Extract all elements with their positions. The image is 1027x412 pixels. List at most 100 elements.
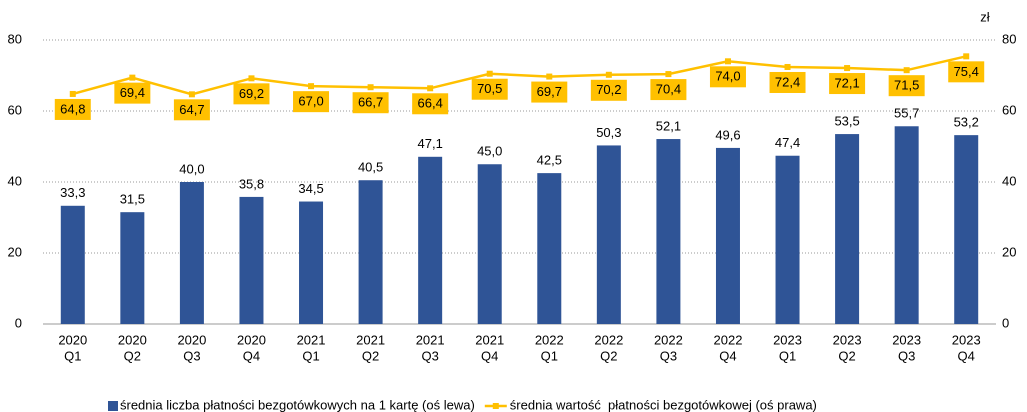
y2-tick-label: 20	[1002, 244, 1016, 259]
line	[72, 55, 967, 96]
x-tick-label: Q2	[600, 348, 617, 363]
x-tick-label: 2023	[892, 332, 921, 347]
x-tick-label: 2020	[118, 332, 147, 347]
line-label: 70,2	[596, 82, 621, 97]
x-tick-label: Q2	[838, 348, 855, 363]
x-tick-label: Q2	[124, 348, 141, 363]
bar	[656, 139, 681, 324]
line-label: 64,8	[60, 101, 85, 116]
bar	[835, 134, 860, 324]
bar-label: 34,5	[298, 181, 323, 196]
y-tick-label: 20	[8, 244, 22, 259]
line-label: 72,4	[775, 74, 800, 89]
x-tick-label: Q3	[660, 348, 677, 363]
line-label: 70,5	[477, 81, 502, 96]
line-label-box	[471, 78, 508, 100]
legend-label: średnia liczba płatności bezgotówkowych …	[120, 397, 475, 412]
x-tick-label: 2022	[594, 332, 623, 347]
line-label: 72,1	[834, 75, 859, 90]
bar-label: 53,2	[954, 115, 979, 130]
x-tick-label: 2023	[773, 332, 802, 347]
x-tick-label: 2023	[833, 332, 862, 347]
bar	[954, 135, 979, 324]
line-marker	[427, 85, 434, 92]
line-label: 69,2	[239, 86, 264, 101]
line-label-box	[531, 81, 568, 103]
x-tick-label: Q2	[362, 348, 379, 363]
x-tick-label: 2021	[416, 332, 445, 347]
bar	[596, 145, 621, 324]
bar	[894, 126, 919, 324]
y-tick-label: 60	[8, 102, 22, 117]
line-label-box	[948, 61, 985, 83]
bar	[239, 196, 264, 324]
line-marker	[129, 74, 136, 81]
bar-label: 45,0	[477, 144, 502, 159]
legend-swatch	[108, 401, 118, 411]
bar-label: 40,5	[358, 160, 383, 175]
legend-swatch-marker	[492, 403, 499, 409]
bar-label: 35,8	[239, 176, 264, 191]
line-label: 66,7	[358, 95, 383, 110]
line-label-box	[114, 82, 151, 104]
y2-tick-label: 60	[1002, 102, 1016, 117]
bar	[715, 147, 740, 324]
line-label: 70,4	[656, 82, 681, 97]
x-tick-label: 2021	[475, 332, 504, 347]
x-tick-label: Q4	[719, 348, 736, 363]
line-label: 75,4	[954, 64, 979, 79]
x-tick-label: Q1	[302, 348, 319, 363]
line-marker	[665, 71, 672, 78]
line-marker	[69, 90, 76, 97]
bar	[418, 156, 443, 324]
line-label-box	[829, 73, 866, 95]
x-tick-label: 2021	[356, 332, 385, 347]
x-tick-label: 2022	[654, 332, 683, 347]
line-marker	[248, 75, 255, 82]
bar	[358, 180, 383, 324]
y-tick-label: 0	[15, 315, 22, 330]
line-label: 67,0	[298, 94, 323, 109]
line-marker	[188, 91, 195, 98]
bar-label: 53,5	[834, 114, 859, 129]
bar-label: 42,5	[537, 153, 562, 168]
x-tick-label: 2020	[237, 332, 266, 347]
line-marker	[903, 67, 910, 74]
legend-label: średnia wartość płatności bezgotówkowej …	[510, 397, 817, 412]
line-label: 64,7	[179, 102, 204, 117]
line-label-box	[590, 79, 627, 101]
x-tick-label: 2023	[952, 332, 981, 347]
line-label-box	[888, 75, 925, 97]
bar-label: 50,3	[596, 125, 621, 140]
line-label-box	[709, 66, 746, 88]
bar	[477, 164, 502, 324]
y-tick-label: 40	[8, 173, 22, 188]
line-label-box	[173, 99, 210, 121]
line-marker	[724, 58, 731, 65]
bar-label: 55,7	[894, 106, 919, 121]
y2-tick-label: 0	[1002, 315, 1009, 330]
bar	[60, 205, 85, 324]
line-label-box	[412, 93, 449, 115]
bar	[179, 182, 204, 324]
line-label: 71,5	[894, 78, 919, 93]
line-marker	[546, 73, 553, 80]
x-tick-label: 2020	[177, 332, 206, 347]
line-label: 66,4	[418, 96, 443, 111]
bar-label: 31,5	[120, 192, 145, 207]
x-tick-label: Q4	[243, 348, 260, 363]
line-marker	[963, 53, 970, 60]
line-label-box	[769, 71, 806, 93]
x-tick-label: Q4	[958, 348, 975, 363]
x-tick-label: Q1	[779, 348, 796, 363]
bar-label: 47,4	[775, 135, 800, 150]
line-label-box	[352, 92, 389, 114]
x-tick-label: 2022	[535, 332, 564, 347]
line-marker	[605, 71, 612, 78]
x-tick-label: Q4	[481, 348, 498, 363]
bar-label: 49,6	[715, 127, 740, 142]
line-label: 69,7	[537, 84, 562, 99]
y-tick-label: 80	[8, 31, 22, 46]
x-tick-label: Q3	[898, 348, 915, 363]
